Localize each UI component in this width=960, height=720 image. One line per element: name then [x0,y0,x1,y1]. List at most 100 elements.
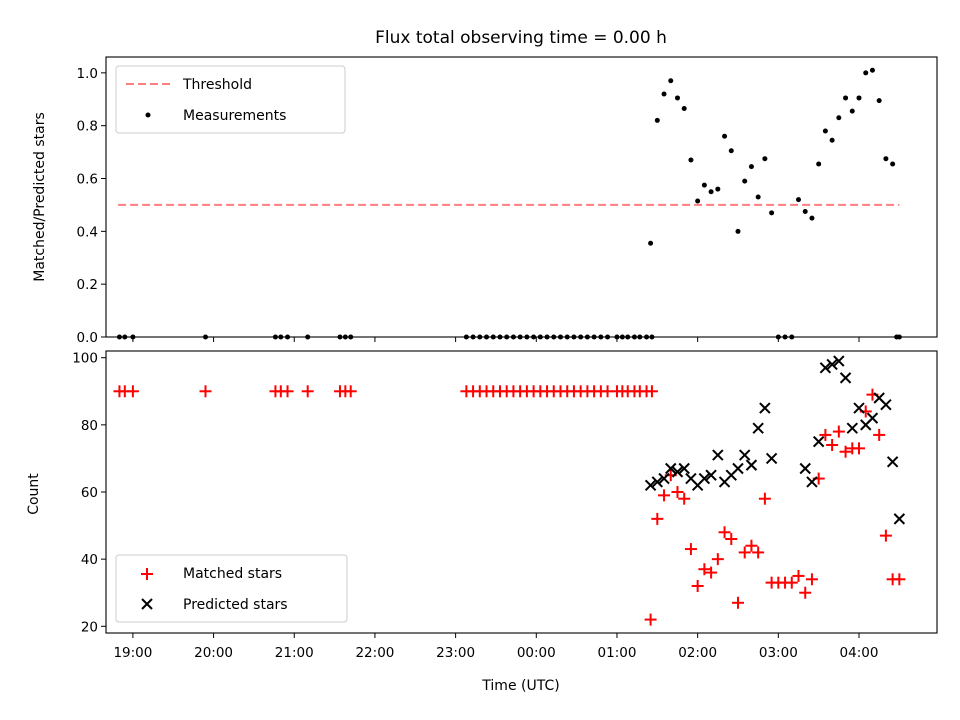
bottom-panel: Count Time (UTC) 20 40 60 80 100 19:00 20:00 21… [26,350,938,694]
predicted-star-marker-b [826,358,838,371]
measurement-point [742,178,748,184]
measurement-point [668,78,674,84]
measurement-point [695,198,701,204]
measurement-point [661,91,667,97]
matched-star-marker [718,526,731,539]
predicted-star-marker-b [712,449,724,461]
measurement-point [762,156,768,162]
predicted-star-marker-b [833,355,845,367]
predicted-star-marker [698,472,711,485]
measurement-point [829,137,835,143]
measurement-point [863,70,869,76]
legend-matched-label: Matched stars [183,566,282,582]
predicted-star-marker-b [873,392,885,404]
bottom-x-tick-label: 00:00 [517,645,556,661]
measurement-point [701,182,707,188]
top-y-tick-label: 1.0 [77,66,98,82]
predicted-star-marker-b [819,362,832,374]
predicted-star-marker [678,462,690,475]
matched-star-marker [705,566,718,579]
predicted-star-marker [833,355,845,367]
predicted-star-marker-b [665,462,677,475]
measurement-point [822,128,828,134]
predicted-star-marker [839,372,852,384]
matched-star-marker [671,486,684,498]
predicted-star-marker [806,476,818,488]
predicted-star-marker-b [806,476,818,488]
matched-star-marker [126,385,139,398]
bottom-y-tick-label: 80 [81,418,98,434]
bottom-x-axis-label: Time (UTC) [481,678,559,694]
predicted-star-marker-b [732,462,744,475]
bottom-y-axis-label: Count [26,473,42,515]
top-plot-frame [105,56,938,338]
bottom-legend-box [115,554,348,623]
measurement-point [809,215,815,221]
predicted-star-marker-b [644,479,657,491]
measurement-point [708,189,714,195]
measurement-point [648,240,654,246]
matched-star-marker [645,385,658,398]
bottom-y-tick-label: 20 [81,619,98,635]
top-plot-area: 0.0 0.2 0.4 0.6 0.8 1.0 [77,56,938,346]
matched-star-marker [738,546,751,559]
matched-star-marker [281,385,294,398]
bottom-y-tick-label: 60 [81,485,98,501]
matched-star-marker [819,428,832,441]
bottom-legend: Matched stars Predicted stars [115,554,348,623]
predicted-star-marker [880,399,892,411]
predicted-star-marker-b [893,513,906,525]
matched-star-marker [199,385,212,398]
measurement-point [735,228,741,234]
predicted-star-marker [812,435,825,448]
measurement-point [876,98,882,104]
predicted-star-marker [866,412,879,424]
top-y-tick-label: 0.2 [77,277,98,293]
measurement-point [890,161,896,167]
measurement-point [856,95,862,101]
legend-predicted-swatch [141,598,153,610]
predicted-star-marker [671,466,684,478]
predicted-star-marker [732,462,744,475]
predicted-star-marker [765,452,778,465]
predicted-star-marker [658,472,670,485]
bottom-x-tick-label: 02:00 [678,645,717,661]
bottom-x-tick-label: 19:00 [113,645,152,661]
matched-star-marker [731,596,744,609]
bottom-x-tick-label: 20:00 [194,645,233,661]
predicted-star-marker [752,422,764,434]
predicted-star-marker [651,476,664,488]
predicted-star-marker-b [698,472,711,485]
predicted-star-marker-b [739,449,751,461]
matched-star-marker [799,586,812,599]
top-legend-box [115,65,346,134]
measurement-point [836,115,842,121]
top-y-tick-label: 0.6 [77,172,98,188]
measurement-point [796,197,801,203]
measurement-point [755,194,761,200]
top-panel: Flux total observing time = 0.00 h Match… [32,28,938,346]
matched-star-marker [684,543,697,556]
matched-star-marker [698,563,711,576]
predicted-star-marker-b [839,372,852,384]
top-y-tick-label: 0.8 [77,119,98,135]
top-legend: Threshold Measurements [115,65,346,134]
matched-star-marker [301,385,314,398]
predicted-star-marker-b [846,422,858,434]
measurement-point [748,164,754,170]
matched-star-marker [644,613,657,626]
matched-star-marker [651,512,664,525]
predicted-star-marker [893,513,906,525]
matched-star-marker [725,533,738,545]
measurement-point [688,157,694,163]
predicted-star-marker [826,358,838,371]
bottom-x-tick-label: 21:00 [275,645,314,661]
predicted-star-marker [759,402,771,414]
matched-star-marker [785,576,798,589]
predicted-star-marker-b [685,472,697,485]
top-y-axis-label: Matched/Predicted stars [32,112,48,282]
top-y-tick-label: 0.4 [77,224,98,240]
bottom-x-tick-label: 01:00 [598,645,637,661]
legend-measurements-label: Measurements [183,108,286,124]
measurement-point [802,209,808,215]
